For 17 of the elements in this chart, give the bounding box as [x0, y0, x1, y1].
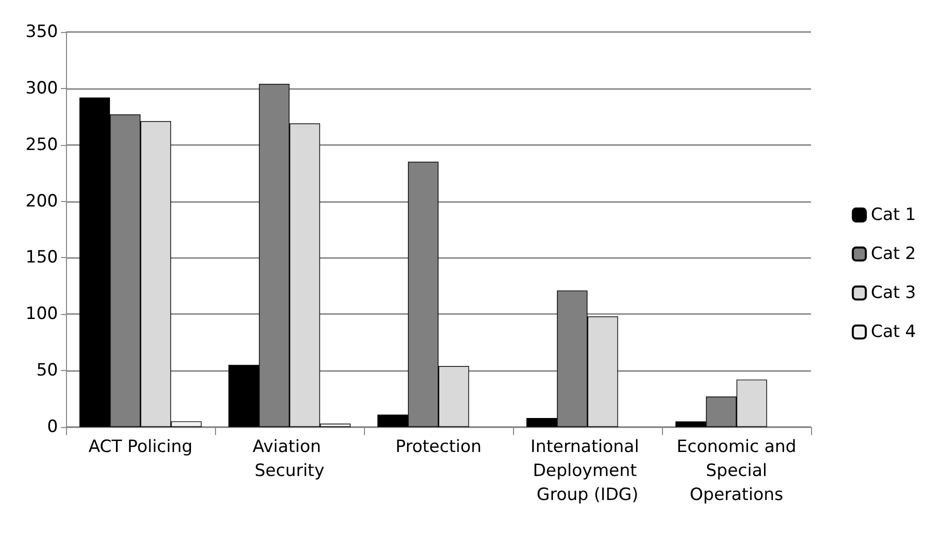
legend-label: Cat 2 — [870, 244, 916, 264]
legend-label: Cat 3 — [870, 283, 916, 303]
x-tick-label: Aviation Security — [252, 437, 326, 481]
y-tick-label: 300 — [26, 78, 58, 98]
x-tick-label: International Deployment Group (IDG) — [530, 437, 644, 505]
y-tick-label: 250 — [26, 134, 58, 155]
legend-label: Cat 1 — [870, 205, 916, 225]
y-tick-label: 50 — [36, 360, 58, 381]
x-tick-label: Protection — [395, 437, 482, 457]
legend-label: Cat 4 — [870, 322, 916, 342]
x-tick-label: Economic and Special Operations — [676, 437, 796, 505]
y-tick-label: 150 — [26, 248, 58, 268]
y-tick-label: 100 — [26, 304, 58, 324]
y-tick-label: 350 — [26, 22, 58, 42]
y-tick-label: 200 — [26, 191, 58, 212]
y-tick-label: 0 — [47, 417, 58, 437]
x-tick-label: ACT Policing — [88, 437, 193, 457]
